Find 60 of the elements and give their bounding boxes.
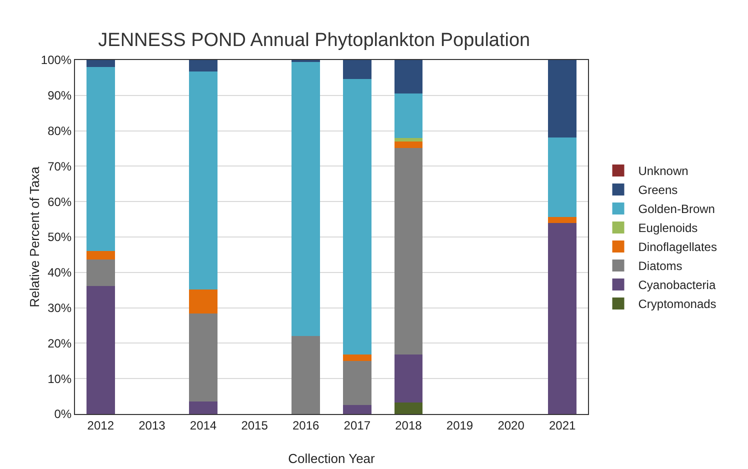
y-tick-label: 100% — [40, 53, 72, 68]
legend-label: Golden-Brown — [638, 202, 715, 216]
bar — [394, 138, 423, 142]
bar — [189, 60, 218, 72]
bar — [394, 148, 423, 355]
bar — [343, 405, 372, 414]
bar — [343, 60, 372, 79]
bar — [343, 78, 372, 355]
legend-label: Euglenoids — [638, 221, 698, 236]
legend-label: Cryptomonads — [638, 297, 716, 312]
legend-label: Dinoflagellates — [638, 240, 717, 254]
bar — [394, 141, 423, 148]
legend-label: Greens — [638, 183, 678, 198]
bar — [292, 62, 320, 336]
bar — [548, 138, 576, 218]
y-axis-title: Relative Percent of Taxa — [27, 166, 42, 308]
bar — [394, 94, 423, 138]
y-tick-label: 0% — [54, 407, 72, 422]
bar — [86, 259, 115, 286]
x-tick-label: 2017 — [344, 418, 371, 432]
x-tick-label: 2014 — [190, 418, 217, 432]
x-tick-label: 2018 — [395, 418, 422, 432]
bar — [189, 401, 218, 414]
x-tick-label: 2015 — [241, 418, 268, 432]
y-tick-label: 20% — [48, 336, 72, 350]
y-tick-label: 90% — [48, 88, 72, 103]
y-tick-label: 30% — [48, 301, 72, 315]
bar — [548, 222, 576, 414]
chart-title: JENNESS POND Annual Phytoplankton Population — [98, 30, 530, 52]
x-tick-label: 2021 — [549, 418, 576, 432]
bar — [394, 60, 423, 94]
y-tick-label: 10% — [48, 372, 72, 386]
x-axis-title: Collection Year — [288, 451, 376, 466]
bar — [343, 360, 372, 406]
legend-label: Cyanobacteria — [638, 278, 716, 292]
bar — [343, 354, 372, 361]
legend-label: Unknown — [638, 164, 688, 178]
x-tick-label: 2016 — [292, 418, 320, 432]
bar — [189, 289, 218, 314]
bar — [394, 354, 423, 403]
x-tick-label: 2012 — [87, 418, 114, 432]
legend-label: Diatoms — [638, 259, 682, 274]
bar — [394, 402, 423, 414]
bar — [292, 336, 320, 414]
y-tick-label: 50% — [48, 230, 72, 244]
bar — [548, 60, 576, 138]
bar — [86, 60, 115, 68]
x-tick-label: 2019 — [446, 418, 474, 432]
bar — [86, 286, 115, 414]
y-tick-label: 80% — [48, 124, 72, 138]
bar — [548, 217, 576, 223]
bar — [86, 67, 115, 251]
bar — [189, 71, 218, 290]
x-tick-label: 2020 — [498, 418, 525, 432]
y-tick-label: 40% — [48, 266, 72, 280]
bar — [86, 250, 115, 260]
y-tick-label: 70% — [48, 159, 72, 174]
y-tick-label: 60% — [48, 194, 72, 209]
bar — [189, 313, 218, 402]
x-tick-label: 2013 — [138, 418, 166, 432]
